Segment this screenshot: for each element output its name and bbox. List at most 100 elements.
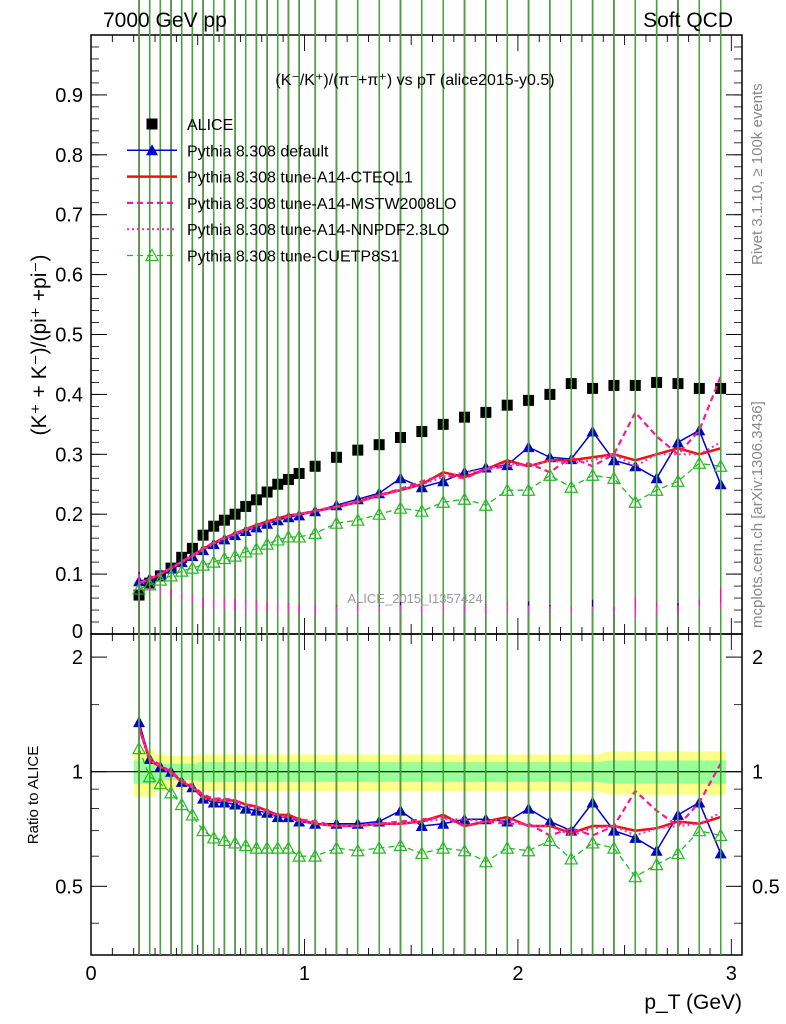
data-point (414, 503, 429, 517)
data-point (564, 479, 579, 493)
data-point (713, 459, 728, 472)
data-point (185, 560, 200, 574)
data-point (564, 851, 579, 865)
legend-label: Pythia 8.308 tune-CUETP8S1 (187, 249, 400, 266)
y-tick-label: 0.8 (55, 145, 83, 167)
data-point (228, 548, 243, 562)
y-tick-label: 0.5 (55, 325, 83, 347)
data-point (153, 776, 168, 790)
data-point (142, 769, 157, 783)
data-point (606, 471, 621, 484)
data-point (670, 474, 685, 487)
plot-title: (K⁻/K⁺)/(π⁻+π⁺) vs pT (alice2015-y0.5) (275, 72, 554, 89)
data-point (308, 526, 323, 539)
legend-label: Pythia 8.308 default (187, 143, 329, 160)
data-point (308, 848, 323, 862)
y-tick-label-zero: 0 (72, 621, 83, 643)
header-process: Soft QCD (643, 9, 733, 32)
main-panel: 0.1 0.2 0.3 0.4 0.5 0.6 0.7 0.8 0.9 0 (55, 0, 743, 643)
data-point (372, 506, 387, 520)
y-tick-label: 1 (72, 762, 83, 784)
y-tick-label-right: 1 (752, 762, 763, 784)
series-line (137, 726, 722, 837)
y-axis-label-main: (K⁺ + K⁻)/(pi⁺ +pi⁻) (28, 255, 51, 436)
series-line (138, 375, 722, 585)
data-point (206, 830, 221, 844)
data-point (350, 843, 365, 857)
legend-item-cteql1: Pythia 8.308 tune-A14-CTEQL1 (127, 170, 413, 187)
legend-item-alice: ALICE (146, 117, 233, 134)
data-point (281, 529, 296, 543)
data-point (196, 823, 211, 837)
y-tick-label: 0.1 (55, 564, 83, 586)
data-point (542, 833, 557, 847)
data-point (164, 785, 179, 799)
series-line (137, 729, 722, 837)
legend: ALICE Pythia 8.308 default Pythia 8.308 tu… (127, 117, 456, 266)
data-point (185, 807, 200, 821)
data-point (196, 557, 211, 571)
data-point (249, 840, 264, 854)
data-point (174, 563, 189, 577)
data-point (206, 554, 221, 568)
legend-item-nnpdf: Pythia 8.308 tune-A14-NNPDF2.3LO (127, 222, 449, 239)
data-point (457, 491, 472, 505)
data-point (628, 494, 643, 508)
data-point (292, 529, 307, 543)
data-point (372, 840, 387, 854)
series-line (138, 441, 722, 585)
data-point (414, 846, 429, 860)
data-point (217, 833, 232, 847)
data-point (521, 482, 536, 496)
legend-item-mstw: Pythia 8.308 tune-A14-MSTW2008LO (127, 196, 456, 213)
data-point (153, 572, 168, 586)
rivet-label: Rivet 3.1.10, ≥ 100k events (749, 83, 766, 265)
legend-marker (144, 248, 160, 262)
data-point (238, 544, 253, 558)
data-point (606, 840, 621, 854)
data-point (270, 840, 285, 854)
legend-label: ALICE (187, 117, 233, 134)
data-point (174, 797, 189, 811)
data-point (217, 551, 232, 565)
y-tick-label: 0.7 (55, 205, 83, 227)
data-point (260, 840, 275, 854)
x-tick-label: 2 (512, 963, 523, 985)
legend-label: Pythia 8.308 tune-A14-MSTW2008LO (187, 196, 456, 213)
x-tick-label: 3 (726, 963, 737, 985)
data-point (436, 840, 451, 854)
data-point (478, 854, 493, 868)
legend-marker (146, 118, 158, 130)
data-point (649, 857, 664, 871)
data-point (292, 848, 307, 862)
data-point (500, 482, 515, 496)
data-point (164, 568, 179, 582)
y-tick-label: 0.3 (55, 444, 83, 466)
y-tick-label: 0.5 (55, 876, 83, 898)
y-tick-label-right: 0.5 (752, 876, 780, 898)
x-axis-label: p_T (GeV) (644, 991, 742, 1014)
y-tick-label: 0.4 (55, 384, 83, 406)
data-point (249, 541, 264, 555)
x-tick-label: 0 (85, 963, 96, 985)
legend-label: Pythia 8.308 tune-A14-CTEQL1 (187, 170, 413, 187)
data-point (329, 515, 344, 529)
data-point (260, 536, 275, 550)
data-point (585, 835, 600, 849)
legend-item-cuetp8s1: Pythia 8.308 tune-CUETP8S1 (127, 248, 400, 266)
header-energy: 7000 GeV pp (103, 9, 227, 32)
data-point (393, 500, 408, 514)
data-point (585, 468, 600, 481)
plot-frame (90, 633, 743, 956)
data-point (329, 840, 344, 854)
data-point (713, 828, 728, 842)
series-cuetp8s1 (132, 0, 728, 634)
data-point (670, 846, 685, 860)
mcplots-label: mcplots.cern.ch [arXiv:1306.3436] (749, 401, 766, 628)
data-point (692, 456, 707, 469)
data-point (132, 741, 147, 755)
y-tick-label: 2 (72, 647, 83, 669)
data-point (628, 869, 643, 883)
y-tick-label-right: 2 (752, 647, 763, 669)
